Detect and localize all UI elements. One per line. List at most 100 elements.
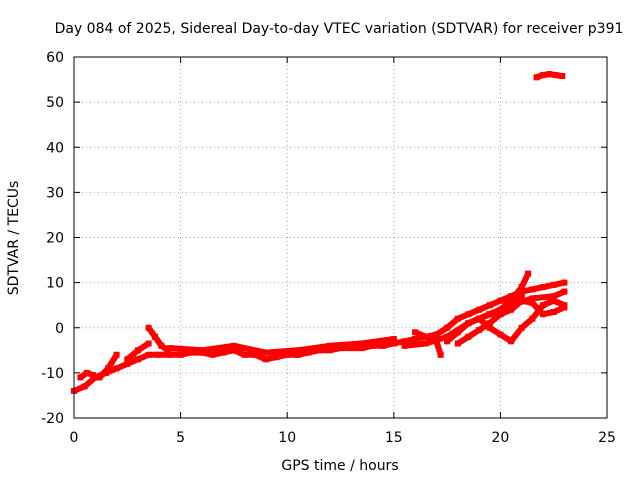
data-point <box>518 324 525 331</box>
data-point <box>241 351 248 358</box>
y-tick-label: -20 <box>41 411 64 427</box>
data-point <box>454 315 461 322</box>
y-tick-label: 40 <box>46 140 64 156</box>
y-tick-label: 60 <box>46 50 64 66</box>
data-point <box>476 315 483 322</box>
data-point <box>497 331 504 338</box>
data-point <box>454 340 461 347</box>
data-point <box>540 284 546 291</box>
data-point <box>166 345 173 352</box>
data-point <box>252 351 259 358</box>
data-point <box>326 347 333 354</box>
data-point <box>124 356 131 363</box>
data-point <box>540 311 546 318</box>
data-point <box>529 299 536 306</box>
data-point <box>497 306 504 313</box>
data-point <box>518 293 525 300</box>
data-point <box>444 338 451 345</box>
data-point <box>465 320 472 327</box>
data-point <box>476 306 483 313</box>
data-point <box>550 297 557 304</box>
y-axis-label: SDTVAR / TECUs <box>6 181 22 296</box>
data-point <box>486 311 493 318</box>
data-point <box>476 327 483 333</box>
x-tick-label: 10 <box>278 430 296 446</box>
data-point <box>444 324 451 331</box>
data-point <box>220 349 227 356</box>
y-tick-label: 0 <box>55 321 64 337</box>
series-late-band-b <box>412 329 444 358</box>
data-point <box>305 349 312 356</box>
data-point <box>465 333 472 340</box>
data-point <box>561 288 568 295</box>
x-tick-label: 20 <box>491 430 509 446</box>
data-point <box>262 349 269 356</box>
data-point <box>508 338 515 345</box>
data-point <box>508 302 515 309</box>
trace-layer <box>71 71 568 394</box>
data-point <box>540 72 546 79</box>
data-point <box>437 351 444 358</box>
data-point <box>105 365 112 372</box>
data-point <box>380 342 387 349</box>
data-point <box>188 349 195 356</box>
data-point <box>559 73 566 79</box>
data-point <box>401 342 408 349</box>
data-point <box>77 374 84 381</box>
y-tick-label: 20 <box>46 231 64 247</box>
data-point <box>158 342 165 349</box>
y-tick-label: -10 <box>41 366 64 382</box>
data-point <box>294 351 301 358</box>
data-point <box>145 340 152 347</box>
data-point <box>486 320 493 327</box>
data-point <box>454 329 461 336</box>
data-point <box>145 324 152 331</box>
data-point <box>433 338 440 345</box>
data-point <box>83 369 90 376</box>
data-point <box>422 340 429 347</box>
data-point <box>497 311 504 318</box>
series-spike-near-3-5h <box>145 324 171 354</box>
x-tick-label: 0 <box>70 430 79 446</box>
data-point <box>412 336 419 342</box>
data-point <box>390 340 397 347</box>
data-point <box>422 333 429 340</box>
data-point <box>358 345 365 352</box>
data-point <box>198 347 205 354</box>
data-point <box>561 279 568 286</box>
data-point <box>230 347 237 354</box>
data-point <box>529 286 536 293</box>
data-point <box>156 351 163 358</box>
data-point <box>508 297 515 304</box>
data-point <box>546 71 553 78</box>
data-point <box>348 345 355 352</box>
data-point <box>145 351 152 358</box>
y-tick-label: 10 <box>46 276 64 292</box>
data-point <box>230 342 237 349</box>
data-point <box>124 360 131 367</box>
data-point <box>518 297 525 304</box>
data-point <box>518 284 525 291</box>
data-point <box>337 345 344 352</box>
data-point <box>550 309 557 315</box>
x-axis-label: GPS time / hours <box>281 458 398 474</box>
data-point <box>284 351 291 358</box>
data-point <box>113 365 120 372</box>
data-point <box>326 342 333 349</box>
data-point <box>444 333 451 340</box>
data-point <box>550 293 557 300</box>
y-tick-label: 30 <box>46 185 64 201</box>
data-point <box>177 351 184 358</box>
data-point <box>401 338 408 345</box>
series-mid-band-upper <box>166 336 397 356</box>
data-point <box>550 281 557 288</box>
chart-title: Day 084 of 2025, Sidereal Day-to-day VTE… <box>55 21 624 37</box>
data-point <box>135 356 141 363</box>
data-point <box>533 74 540 81</box>
data-point <box>390 336 397 342</box>
data-point <box>96 374 103 381</box>
x-tick-label: 15 <box>385 430 403 446</box>
data-point <box>412 329 419 336</box>
